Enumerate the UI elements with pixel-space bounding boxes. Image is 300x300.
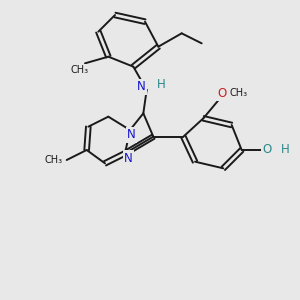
Text: CH₃: CH₃ — [71, 65, 89, 75]
Text: CH₃: CH₃ — [44, 155, 62, 165]
Text: H: H — [157, 79, 166, 92]
Text: N: N — [127, 128, 136, 142]
Text: H: H — [280, 143, 290, 157]
Text: N: N — [137, 80, 146, 93]
Text: O: O — [262, 143, 271, 157]
Text: O: O — [217, 87, 226, 100]
Text: N: N — [124, 152, 133, 165]
Text: CH₃: CH₃ — [229, 88, 248, 98]
